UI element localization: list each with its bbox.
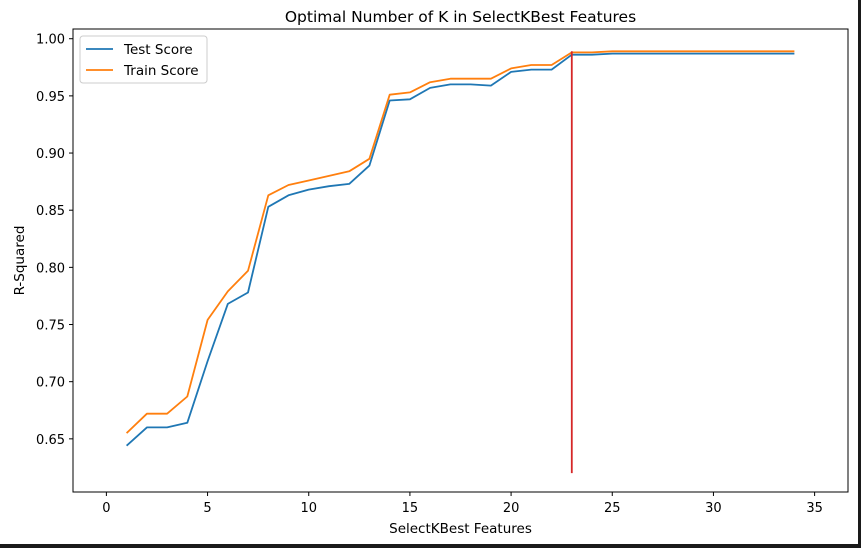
legend-label-test-score: Test Score — [123, 42, 193, 58]
x-tick-label: 30 — [705, 501, 722, 516]
legend: Test Score Train Score — [79, 35, 208, 84]
y-tick-label: 0.70 — [36, 376, 65, 391]
x-tick-label: 15 — [402, 501, 419, 516]
y-tick-label: 0.65 — [36, 433, 65, 448]
x-tick-label: 0 — [102, 501, 110, 516]
series-line-train-score — [125, 50, 795, 434]
y-tick-label: 0.80 — [36, 261, 65, 276]
x-tick-label: 20 — [503, 501, 520, 516]
x-axis-label: SelectKBest Features — [389, 521, 532, 537]
series-line-test-score — [125, 52, 795, 447]
plot-lines — [125, 50, 795, 474]
x-tick-label: 5 — [203, 501, 211, 516]
legend-label-train-score: Train Score — [123, 63, 199, 79]
plot-area-frame — [72, 28, 849, 493]
y-tick-label: 0.90 — [36, 147, 65, 162]
x-tick-label: 35 — [806, 501, 823, 516]
chart-title: Optimal Number of K in SelectKBest Featu… — [285, 8, 636, 26]
y-tick-label: 0.95 — [36, 90, 65, 105]
axes: 0 5 10 15 20 25 30 35 0.65 0.70 0.75 0.80 0.85 0.90 0.… — [36, 28, 849, 516]
x-tick-label: 10 — [300, 501, 317, 516]
y-tick-label: 0.75 — [36, 319, 65, 334]
y-tick-label: 1.00 — [36, 33, 65, 48]
x-tick-label: 25 — [604, 501, 621, 516]
y-axis-label: R-Squared — [12, 226, 28, 296]
legend-box — [79, 35, 208, 84]
y-tick-label: 0.85 — [36, 204, 65, 219]
